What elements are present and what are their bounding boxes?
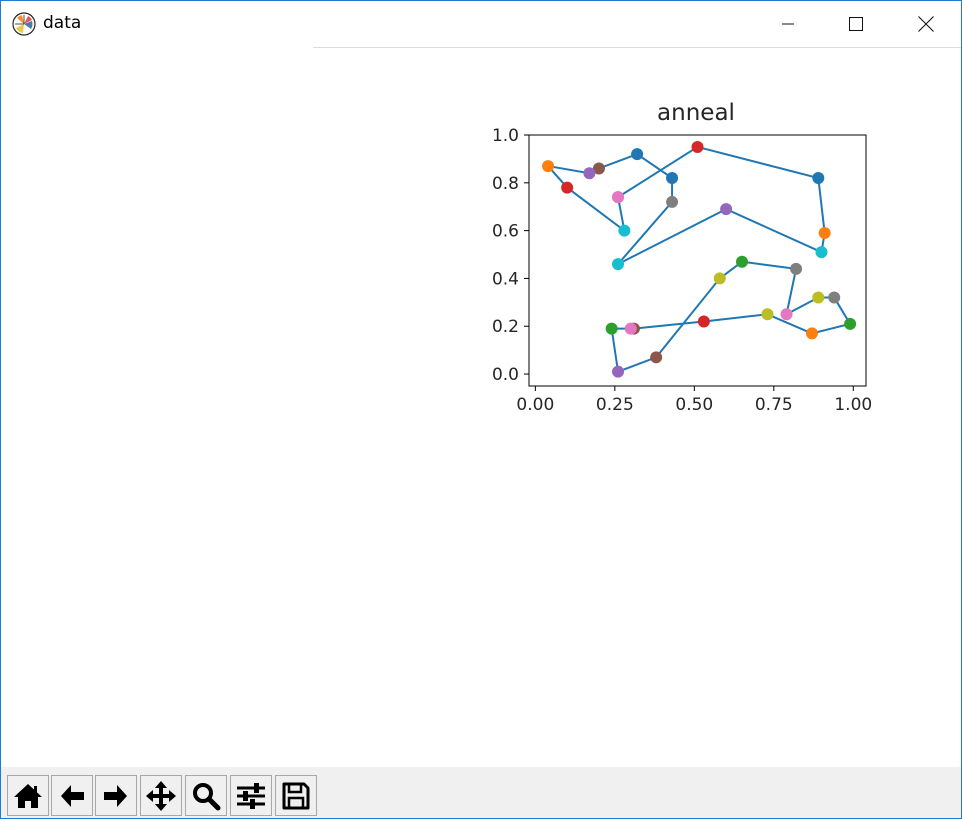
- home-button[interactable]: [7, 775, 49, 816]
- scatter-point: [612, 191, 625, 204]
- scatter-point: [780, 308, 793, 321]
- back-button[interactable]: [51, 775, 93, 816]
- arrow-left-icon: [61, 784, 84, 807]
- floppy-disk-icon: [282, 782, 310, 809]
- y-tick-label: 0.2: [492, 317, 519, 337]
- scatter-point: [815, 246, 828, 259]
- scatter-point: [828, 291, 841, 304]
- scatter-point: [631, 148, 644, 161]
- scatter-point: [612, 365, 625, 378]
- x-tick-label: 0.75: [755, 395, 793, 415]
- scatter-point: [720, 203, 733, 216]
- y-tick-label: 0.0: [492, 365, 519, 385]
- scatter-point: [666, 172, 679, 185]
- scatter-point: [736, 255, 749, 268]
- scatter-point: [790, 262, 803, 275]
- scatter-point: [583, 167, 596, 180]
- scatter-point: [618, 224, 631, 237]
- close-button[interactable]: [903, 1, 949, 47]
- x-axis: 0.00 0.25 0.50 0.75 1.00: [516, 386, 872, 415]
- scatter-point: [805, 327, 818, 340]
- move-icon: [146, 780, 176, 811]
- chart-title: anneal: [657, 100, 735, 126]
- x-tick-label: 1.00: [834, 395, 872, 415]
- scatter-point: [761, 308, 774, 321]
- title-separator: [313, 47, 961, 48]
- x-tick-label: 0.00: [516, 395, 554, 415]
- scatter-point: [844, 317, 857, 330]
- sliders-icon: [237, 782, 265, 809]
- scatter-point: [624, 322, 637, 335]
- x-tick-label: 0.25: [596, 395, 634, 415]
- title-bar[interactable]: data: [1, 1, 961, 47]
- y-tick-label: 1.0: [492, 126, 519, 146]
- scatter-point: [605, 322, 618, 335]
- arrow-right-icon: [104, 784, 127, 807]
- scatter-point: [592, 162, 605, 175]
- axes-frame: [528, 134, 867, 387]
- pan-button[interactable]: [140, 775, 182, 816]
- scatter-point: [812, 172, 825, 185]
- y-tick-label: 0.8: [492, 174, 519, 194]
- close-icon: [918, 16, 934, 32]
- scatter-point: [612, 258, 625, 271]
- data-points: [542, 140, 857, 378]
- scatter-point: [666, 195, 679, 208]
- minimize-button[interactable]: [765, 1, 811, 47]
- scatter-point: [713, 272, 726, 285]
- scatter-point: [561, 181, 574, 194]
- y-axis: 0.0 0.2 0.4 0.6 0.8 1.0: [492, 126, 529, 385]
- scatter-point: [697, 315, 710, 328]
- x-tick-label: 0.50: [675, 395, 713, 415]
- scatter-point: [650, 351, 663, 364]
- y-tick-label: 0.4: [492, 269, 519, 289]
- scatter-point: [691, 140, 704, 153]
- magnifier-icon: [193, 782, 221, 810]
- forward-button[interactable]: [95, 775, 137, 816]
- route-line: [610, 260, 852, 373]
- configure-subplots-button[interactable]: [230, 775, 272, 816]
- maximize-button[interactable]: [833, 1, 879, 47]
- matplotlib-logo-icon: [12, 12, 36, 36]
- anneal-chart: anneal 0.00 0.25 0.50 0.75 1.00 0.0 0.2 0.4 0.6…: [492, 100, 872, 415]
- route-lines: [545, 145, 852, 373]
- save-button[interactable]: [275, 775, 317, 816]
- scatter-point: [818, 227, 831, 240]
- scatter-point: [542, 160, 555, 173]
- navigation-toolbar: [1, 767, 961, 818]
- route-line: [545, 145, 826, 265]
- y-tick-label: 0.6: [492, 222, 519, 242]
- minimize-icon: [782, 23, 794, 25]
- figure-canvas[interactable]: anneal 0.00 0.25 0.50 0.75 1.00 0.0 0.2 0.4 0.6…: [1, 48, 961, 767]
- window-title: data: [43, 13, 82, 33]
- zoom-button[interactable]: [185, 775, 227, 816]
- scatter-point: [812, 291, 825, 304]
- home-icon: [14, 783, 42, 808]
- maximize-icon: [849, 17, 863, 31]
